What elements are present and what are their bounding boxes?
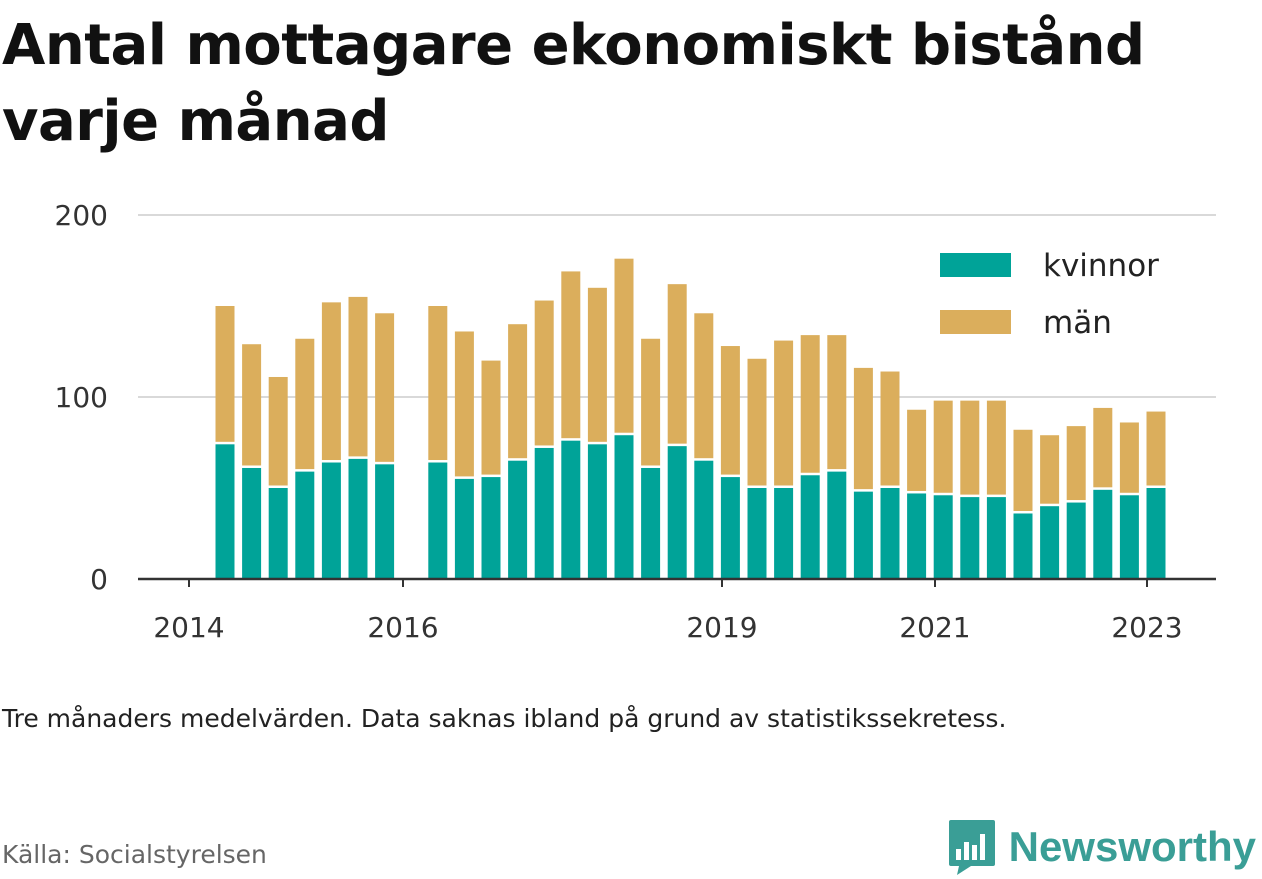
bar-kvinnor [481,477,501,579]
bar-man [215,306,235,442]
bar-man [321,302,341,461]
bars [215,258,1166,579]
bar-kvinnor [960,497,980,579]
bar-man [960,400,980,495]
bar-kvinnor [428,462,448,579]
bar-kvinnor [641,467,661,579]
bar-man [880,371,900,486]
bar-kvinnor [242,467,262,579]
bar-kvinnor [907,493,927,579]
chart-note: Tre månaders medelvärden. Data saknas ib… [2,704,1007,733]
y-axis-ticks: 0 100 200 [55,199,108,596]
bar-kvinnor [215,444,235,579]
x-tick-label: 2019 [686,611,757,644]
bar-kvinnor [534,447,554,579]
bar-man [986,400,1006,495]
bar-man [1093,407,1113,488]
bar-kvinnor [268,488,288,579]
bar-kvinnor [454,478,474,579]
bar-man [827,335,847,470]
chart-area: 0 100 200 2014 2016 2019 2021 2023 kvinnor män [55,199,1216,644]
bar-man [720,346,740,475]
bar-man [614,258,634,433]
bar-chart-bubble-icon [948,820,995,875]
x-axis-ticks: 2014 2016 2019 2021 2023 [153,579,1183,644]
bar-kvinnor [348,458,368,579]
bar-man [853,367,873,490]
bar-man [774,340,794,486]
bar-man [1040,435,1060,504]
bar-man [375,313,395,462]
bar-kvinnor [667,446,687,579]
bar-man [242,344,262,466]
bar-man [747,358,767,486]
bar-kvinnor [375,464,395,579]
bar-kvinnor [1119,495,1139,579]
bar-kvinnor [587,444,607,579]
bar-kvinnor [1093,489,1113,579]
bar-kvinnor [1146,488,1166,579]
y-tick-label: 200 [55,199,108,232]
legend: kvinnor män [940,248,1159,341]
bar-kvinnor [1066,502,1086,579]
bar-kvinnor [853,491,873,579]
legend-swatch [940,310,1011,334]
bar-kvinnor [1040,506,1060,579]
bar-kvinnor [295,471,315,579]
legend-swatch [940,253,1011,277]
x-tick-label: 2014 [153,611,224,644]
bar-man [481,360,501,475]
bar-kvinnor [800,475,820,579]
bar-kvinnor [614,435,634,579]
brand-name: Newsworthy [1008,823,1256,870]
bar-man [1013,429,1033,511]
x-tick-label: 2021 [899,611,970,644]
y-tick-label: 0 [90,563,108,596]
bar-man [268,376,288,486]
x-tick-label: 2023 [1111,611,1182,644]
bar-kvinnor [880,488,900,579]
x-tick-label: 2016 [367,611,438,644]
bar-kvinnor [508,460,528,579]
bar-man [587,287,607,442]
bar-kvinnor [561,440,581,579]
bar-kvinnor [720,477,740,579]
bar-man [907,409,927,491]
bar-kvinnor [827,471,847,579]
bar-man [454,331,474,477]
bar-man [534,300,554,446]
chart-title: Antal mottagare ekonomiskt bistånd varje… [2,13,1145,154]
bar-kvinnor [1013,513,1033,579]
bar-kvinnor [321,462,341,579]
bar-man [1066,426,1086,501]
newsworthy-logo: Newsworthy [947,818,1256,876]
bar-man [641,338,661,466]
y-tick-label: 100 [55,381,108,414]
source-credit: Källa: Socialstyrelsen [2,840,267,869]
bar-kvinnor [694,460,714,579]
legend-label: kvinnor [1043,248,1159,284]
bar-man [667,284,687,444]
bar-man [800,335,820,473]
legend-label: män [1043,305,1112,341]
bar-man [508,324,528,459]
bar-man [561,271,581,439]
bar-kvinnor [933,495,953,579]
bar-man [348,296,368,457]
bar-kvinnor [986,497,1006,579]
bar-man [694,313,714,459]
bar-man [295,338,315,470]
bar-man [933,400,953,493]
bar-man [1119,422,1139,493]
bar-kvinnor [774,488,794,579]
bar-kvinnor [747,488,767,579]
bar-man [428,306,448,461]
bar-man [1146,411,1166,486]
